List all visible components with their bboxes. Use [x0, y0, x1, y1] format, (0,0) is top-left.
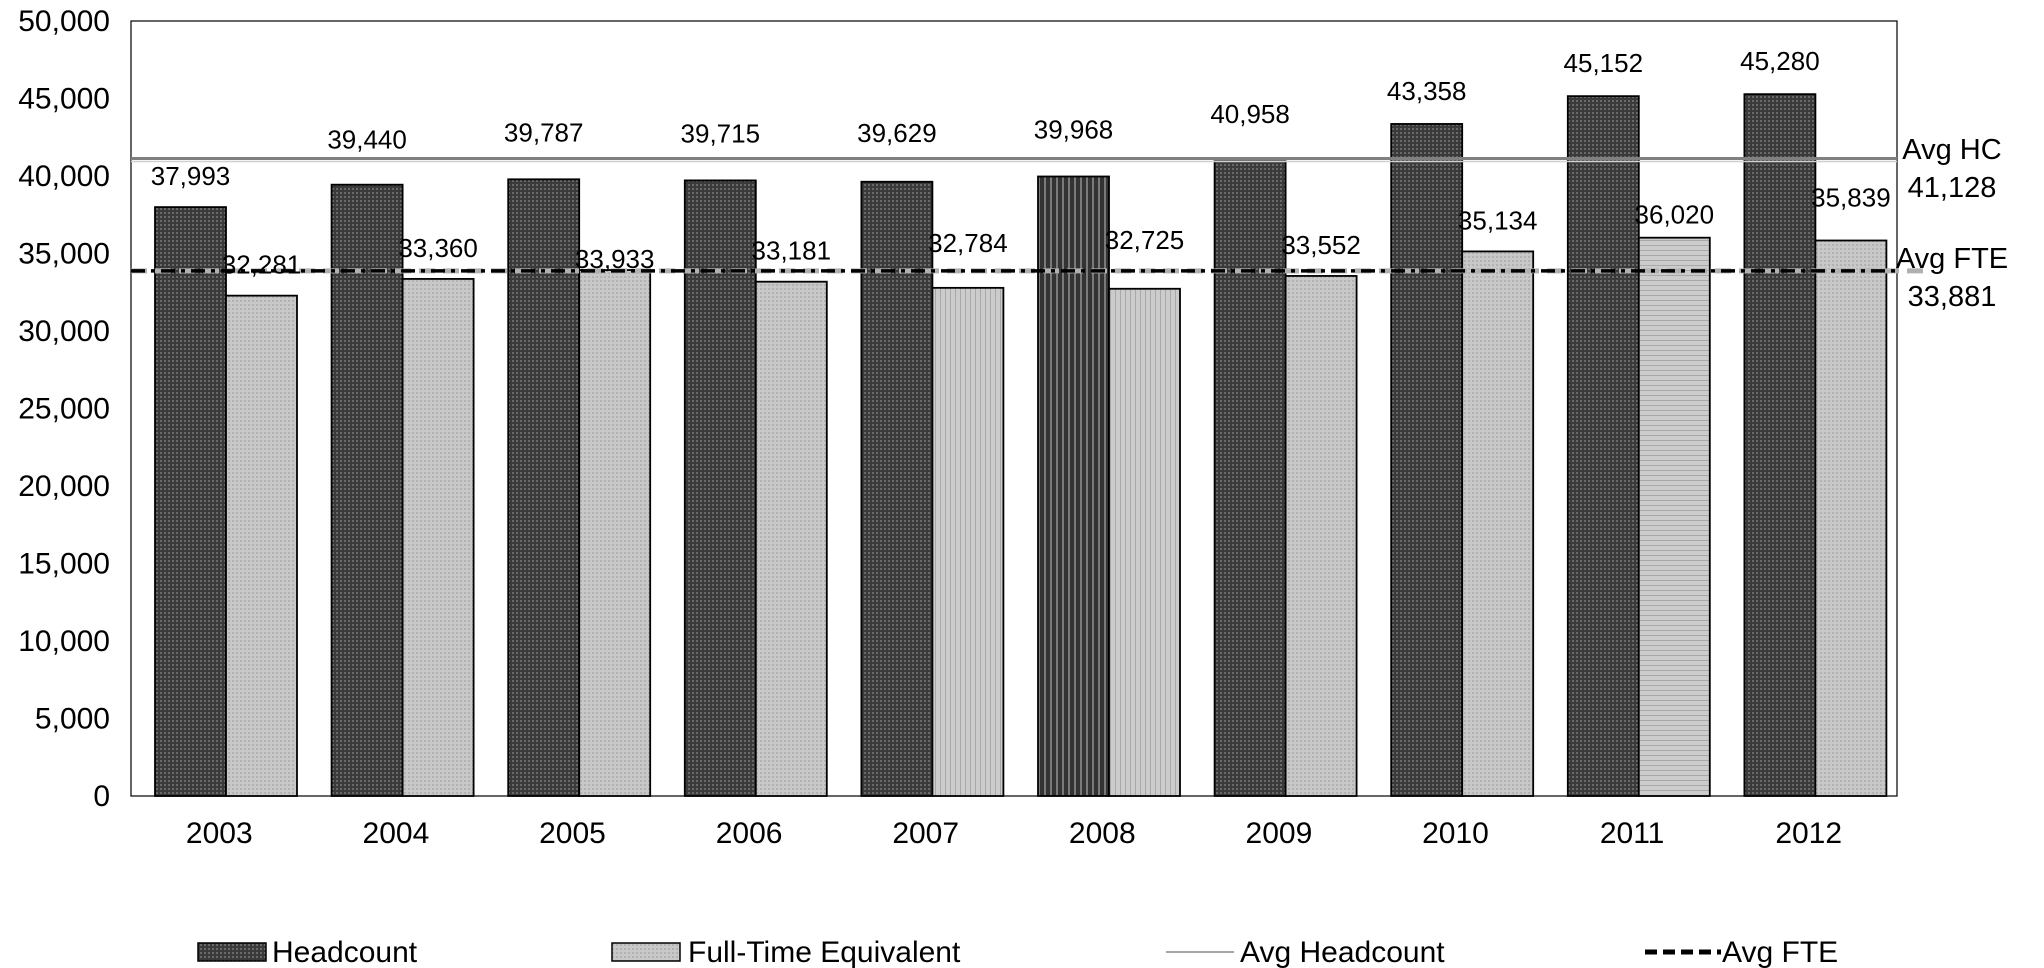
data-label-fte: 33,933	[575, 244, 655, 274]
legend-label-fte: Full-Time Equivalent	[688, 936, 961, 968]
y-tick-label: 35,000	[18, 238, 110, 271]
data-label-headcount: 45,152	[1564, 48, 1644, 78]
legend-item-headcount: Headcount	[197, 936, 418, 968]
bar-fte	[401, 278, 475, 797]
bar-fte	[578, 269, 652, 797]
y-tick-label: 45,000	[18, 83, 110, 116]
legend: Headcount Full-Time Equivalent Avg Headc…	[197, 936, 1838, 968]
bars	[154, 93, 1888, 797]
avg-fte-value: 33,881	[1908, 281, 1997, 313]
avg-headcount-label: Avg HC	[1902, 134, 2001, 166]
bar-fte	[1284, 275, 1358, 797]
data-label-headcount: 39,629	[857, 118, 937, 148]
data-label-headcount: 45,280	[1740, 46, 1820, 76]
avg-headcount-value: 41,128	[1908, 172, 1997, 204]
average-labels: Avg HC 41,128 Avg FTE 33,881	[1896, 134, 2008, 313]
bar-headcount	[683, 179, 757, 797]
data-label-fte: 35,134	[1458, 205, 1538, 235]
bar-fte	[1814, 239, 1888, 797]
legend-item-avg-headcount: Avg Headcount	[1166, 936, 1445, 968]
avg-fte-label: Avg FTE	[1896, 243, 2008, 275]
bar-headcount	[1566, 95, 1640, 797]
y-tick-label: 5,000	[35, 703, 110, 736]
y-tick-label: 25,000	[18, 393, 110, 426]
y-tick-label: 30,000	[18, 315, 110, 348]
legend-label-avg-fte: Avg FTE	[1722, 936, 1838, 968]
data-label-fte: 33,181	[752, 236, 832, 266]
data-label-headcount: 39,787	[504, 117, 584, 147]
legend-item-fte: Full-Time Equivalent	[611, 936, 961, 968]
y-tick-label: 15,000	[18, 548, 110, 581]
data-label-headcount: 40,958	[1210, 99, 1290, 129]
bar-headcount	[1743, 93, 1817, 797]
y-tick-label: 10,000	[18, 625, 110, 658]
x-tick-label: 2006	[716, 817, 783, 850]
bar-fte	[1637, 236, 1711, 797]
bar-fte	[1461, 250, 1535, 797]
data-label-fte: 35,839	[1811, 182, 1891, 212]
x-tick-label: 2012	[1775, 817, 1842, 850]
average-lines	[131, 157, 1927, 274]
bar-headcount	[1213, 160, 1287, 797]
y-axis: 0 5,000 10,000 15,000 20,000 25,000 30,000 35,0…	[18, 5, 110, 813]
bar-fte	[754, 280, 828, 797]
legend-swatch-fte	[611, 942, 681, 962]
bar-headcount	[330, 183, 404, 797]
x-tick-label: 2007	[892, 817, 959, 850]
y-tick-label: 0	[93, 780, 110, 813]
x-tick-label: 2008	[1069, 817, 1136, 850]
bar-headcount	[1390, 123, 1464, 797]
data-label-fte: 36,020	[1635, 200, 1715, 230]
data-label-fte: 32,281	[222, 250, 302, 280]
data-label-fte: 33,552	[1281, 230, 1361, 260]
x-tick-label: 2005	[539, 817, 606, 850]
y-tick-label: 40,000	[18, 160, 110, 193]
bar-headcount	[507, 178, 581, 797]
bar-headcount	[860, 180, 934, 797]
legend-label-avg-headcount: Avg Headcount	[1240, 936, 1445, 968]
bar-headcount	[154, 206, 227, 797]
data-label-fte: 32,725	[1105, 225, 1185, 255]
data-labels: 37,993 32,281 39,440 33,360 39,787 33,933 39,7…	[151, 46, 1891, 279]
data-label-headcount: 37,993	[151, 161, 231, 191]
y-tick-label: 50,000	[18, 5, 110, 38]
y-tick-label: 20,000	[18, 470, 110, 503]
bar-fte	[225, 294, 298, 797]
legend-label-headcount: Headcount	[272, 936, 418, 968]
x-tick-label: 2009	[1246, 817, 1313, 850]
x-tick-label: 2011	[1600, 817, 1665, 850]
legend-swatch-headcount	[197, 942, 267, 962]
data-label-headcount: 39,440	[327, 125, 407, 155]
data-label-headcount: 39,715	[681, 118, 761, 148]
x-tick-label: 2004	[363, 817, 430, 850]
x-axis: 2003 2004 2005 2006 2007 2008 2009 2010 2011 2012	[186, 817, 1842, 850]
bar-fte	[1108, 287, 1181, 797]
x-tick-label: 2010	[1422, 817, 1489, 850]
x-tick-label: 2003	[186, 817, 253, 850]
data-label-headcount: 39,968	[1034, 114, 1114, 144]
plot-area-frame	[130, 20, 1898, 797]
data-label-headcount: 43,358	[1387, 76, 1467, 106]
data-label-fte: 33,360	[398, 233, 478, 263]
bar-fte	[931, 286, 1005, 797]
legend-item-avg-fte: Avg FTE	[1645, 936, 1838, 968]
data-label-fte: 32,784	[928, 228, 1008, 258]
